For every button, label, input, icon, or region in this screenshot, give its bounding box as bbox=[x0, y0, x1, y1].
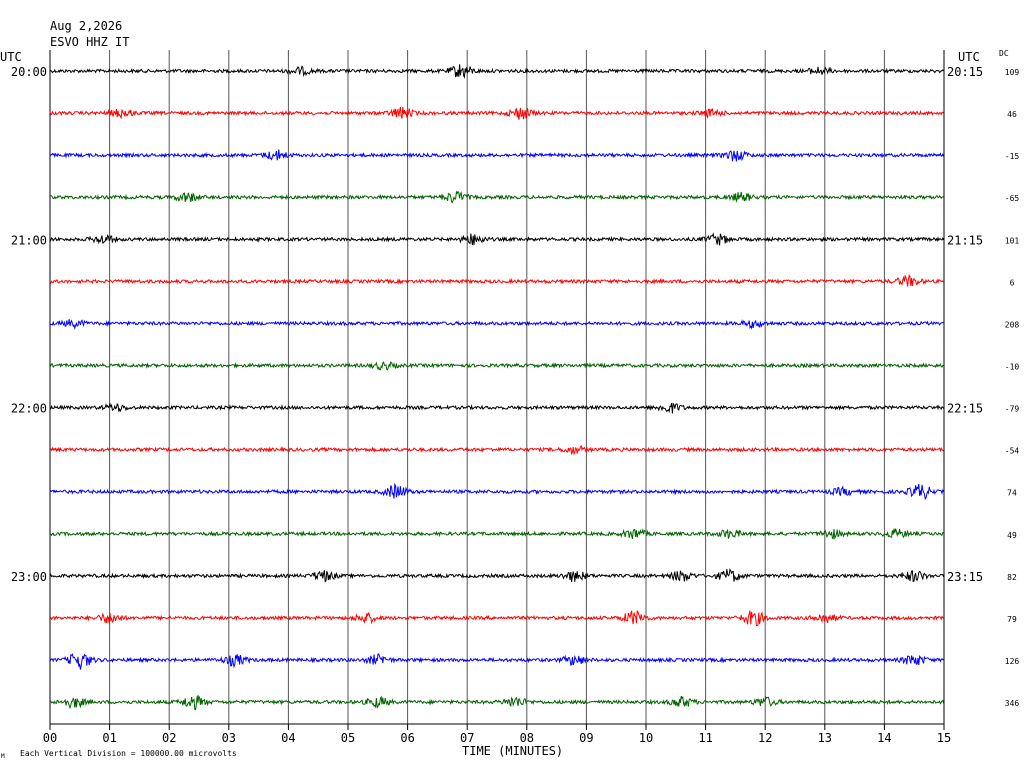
x-tick-label-10: 10 bbox=[639, 731, 653, 745]
station-label: ESVO HHZ IT bbox=[50, 35, 130, 49]
seismic-traces bbox=[49, 64, 945, 711]
dc-value-10: -54 bbox=[1005, 447, 1020, 456]
hour-label-right-4: 23:15 bbox=[947, 570, 983, 584]
x-tick-label-12: 12 bbox=[758, 731, 772, 745]
dc-value-4: -65 bbox=[1005, 194, 1020, 203]
trace-4 bbox=[49, 190, 944, 204]
x-axis-title: TIME (MINUTES) bbox=[462, 744, 564, 758]
dc-value-11: 74 bbox=[1007, 489, 1017, 498]
x-tick-label-14: 14 bbox=[877, 731, 891, 745]
dc-header-label: DC bbox=[999, 49, 1009, 58]
trace-3 bbox=[49, 149, 945, 162]
dc-value-14: 79 bbox=[1007, 615, 1017, 624]
grid-lines bbox=[49, 50, 945, 730]
dc-value-7: 208 bbox=[1005, 320, 1020, 329]
scale-note: Each Vertical Division = 100000.00 micro… bbox=[20, 749, 237, 758]
x-tick-label-13: 13 bbox=[818, 731, 832, 745]
dc-value-15: 126 bbox=[1005, 657, 1020, 666]
x-tick-label-03: 03 bbox=[222, 731, 236, 745]
x-tick-label-11: 11 bbox=[698, 731, 712, 745]
dc-value-5: 101 bbox=[1005, 236, 1020, 245]
x-tick-label-08: 08 bbox=[520, 731, 534, 745]
trace-16 bbox=[49, 694, 945, 711]
x-tick-label-06: 06 bbox=[400, 731, 414, 745]
x-tick-label-07: 07 bbox=[460, 731, 474, 745]
trace-2 bbox=[49, 106, 944, 120]
trace-12 bbox=[49, 528, 944, 540]
x-tick-label-02: 02 bbox=[162, 731, 176, 745]
trace-13 bbox=[49, 568, 945, 583]
trace-14 bbox=[49, 610, 944, 627]
hour-label-left-1: 20:00 bbox=[11, 65, 47, 79]
trace-10 bbox=[49, 444, 944, 456]
dc-value-2: 46 bbox=[1007, 110, 1017, 119]
hour-label-right-1: 20:15 bbox=[947, 65, 983, 79]
dc-value-3: -15 bbox=[1005, 152, 1020, 161]
utc-left-label: UTC bbox=[0, 50, 22, 64]
hour-label-left-4: 23:00 bbox=[11, 570, 47, 584]
hour-label-left-3: 22:00 bbox=[11, 402, 47, 416]
trace-8 bbox=[49, 360, 944, 371]
trace-7 bbox=[49, 319, 944, 330]
utc-right-label: UTC bbox=[958, 50, 980, 64]
trace-5 bbox=[49, 232, 945, 246]
corner-mark: M bbox=[1, 753, 5, 760]
hour-label-right-2: 21:15 bbox=[947, 233, 983, 247]
x-tick-label-15: 15 bbox=[937, 731, 951, 745]
trace-9 bbox=[49, 402, 945, 414]
dc-value-16: 346 bbox=[1005, 699, 1020, 708]
trace-6 bbox=[49, 274, 944, 287]
x-tick-label-04: 04 bbox=[281, 731, 295, 745]
dc-value-13: 82 bbox=[1007, 573, 1017, 582]
x-tick-label-00: 00 bbox=[43, 731, 57, 745]
x-tick-label-09: 09 bbox=[579, 731, 593, 745]
date-label: Aug 2,2026 bbox=[50, 19, 123, 33]
trace-15 bbox=[49, 653, 944, 670]
dc-value-8: -10 bbox=[1005, 362, 1020, 371]
dc-value-1: 109 bbox=[1005, 68, 1020, 77]
x-tick-label-01: 01 bbox=[102, 731, 116, 745]
dc-value-9: -79 bbox=[1005, 405, 1020, 414]
trace-11 bbox=[49, 482, 945, 500]
trace-1 bbox=[49, 64, 944, 79]
axis-labels: 00 01 02 03 04 05 06 07 08 09 10 11 12 13 14 15 109 20:00… bbox=[11, 65, 1020, 745]
hour-label-left-2: 21:00 bbox=[11, 233, 47, 247]
x-tick-label-05: 05 bbox=[341, 731, 355, 745]
hour-label-right-3: 22:15 bbox=[947, 402, 983, 416]
dc-value-12: 49 bbox=[1007, 531, 1017, 540]
dc-value-6: 6 bbox=[1010, 278, 1015, 287]
